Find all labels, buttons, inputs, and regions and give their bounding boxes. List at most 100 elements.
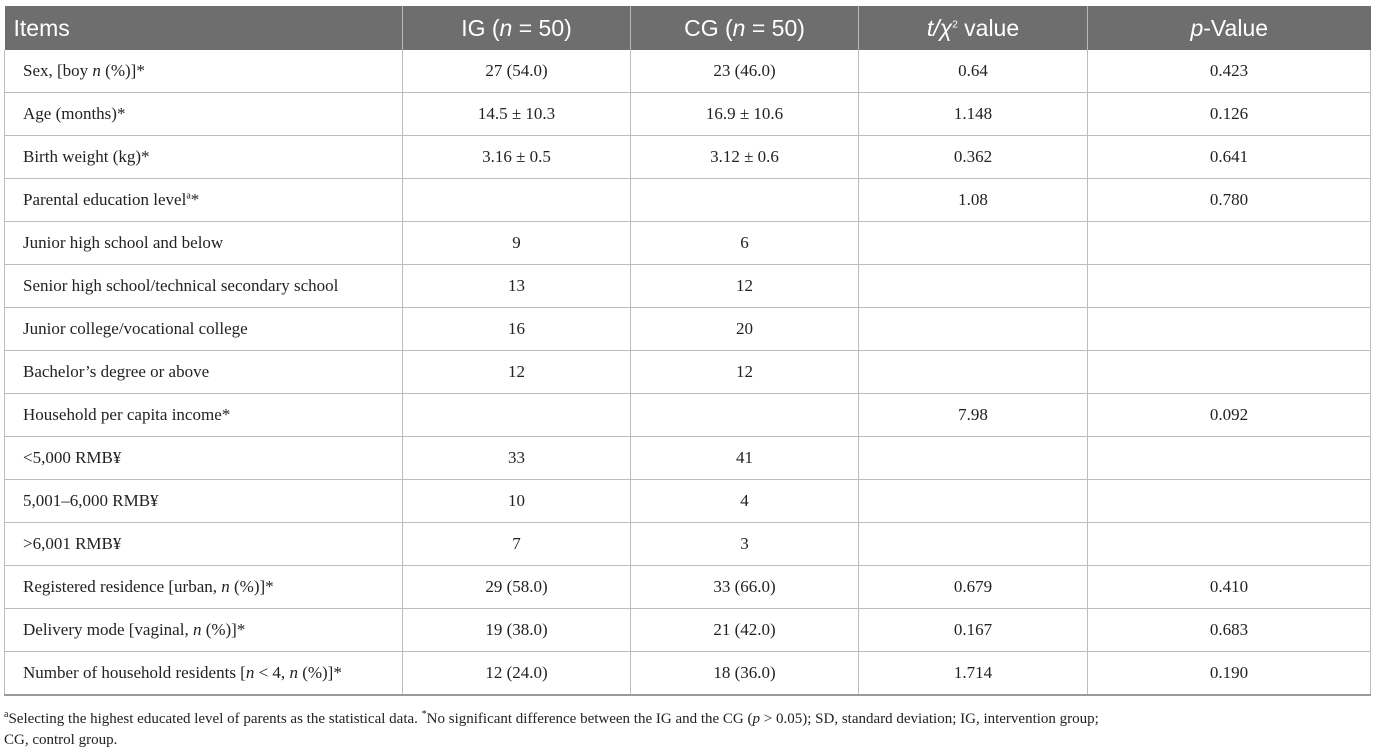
cg-value-cell: 12	[630, 264, 859, 308]
p-value-cell	[1087, 350, 1371, 394]
row-label: Age (months)*	[4, 92, 403, 136]
row-label: Number of household residents [n < 4, n …	[4, 651, 403, 696]
table-row: Age (months)* 14.5 ± 10.3 16.9 ± 10.6 1.148…	[4, 92, 1371, 136]
test-statistic-cell: 0.167	[858, 608, 1088, 652]
table-row: Junior high school and below 9 6	[4, 221, 1371, 265]
p-value-cell: 0.641	[1087, 135, 1371, 179]
table-row: Number of household residents [n < 4, n …	[4, 651, 1371, 696]
ig-value-cell: 3.16 ± 0.5	[402, 135, 631, 179]
test-statistic-cell	[858, 479, 1088, 523]
p-value-cell	[1087, 307, 1371, 351]
row-label: Delivery mode [vaginal, n (%)]*	[4, 608, 403, 652]
cg-value-cell: 20	[630, 307, 859, 351]
row-label: Birth weight (kg)*	[4, 135, 403, 179]
cg-value-cell: 6	[630, 221, 859, 265]
row-label: Sex, [boy n (%)]*	[4, 50, 403, 93]
table-footnote: aSelecting the highest educated level of…	[4, 704, 1370, 751]
p-value-cell: 0.683	[1087, 608, 1371, 652]
test-statistic-cell: 1.08	[858, 178, 1088, 222]
p-value-cell: 0.423	[1087, 50, 1371, 93]
ig-value-cell: 27 (54.0)	[402, 50, 631, 93]
ig-value-cell: 13	[402, 264, 631, 308]
p-value-cell: 0.780	[1087, 178, 1371, 222]
header-test-statistic: t/χ2 value	[858, 6, 1088, 50]
test-statistic-cell	[858, 264, 1088, 308]
p-value-cell: 0.190	[1087, 651, 1371, 696]
ig-value-cell: 10	[402, 479, 631, 523]
table-row: Sex, [boy n (%)]* 27 (54.0) 23 (46.0) 0.64 0…	[4, 50, 1371, 93]
row-label: Registered residence [urban, n (%)]*	[4, 565, 403, 609]
ig-value-cell: 16	[402, 307, 631, 351]
header-items: Items	[4, 6, 403, 50]
cg-value-cell	[630, 178, 859, 222]
row-label: <5,000 RMB¥	[4, 436, 403, 480]
test-statistic-cell: 0.64	[858, 50, 1088, 93]
row-label: Junior college/vocational college	[4, 307, 403, 351]
ig-value-cell: 7	[402, 522, 631, 566]
row-label: Parental education levela*	[4, 178, 403, 222]
test-statistic-cell: 0.362	[858, 135, 1088, 179]
header-p-value: p-Value	[1087, 6, 1371, 50]
p-value-cell	[1087, 522, 1371, 566]
header-cg: CG (n = 50)	[630, 6, 859, 50]
row-label: >6,001 RMB¥	[4, 522, 403, 566]
table-row: Parental education levela* 1.08 0.780	[4, 178, 1371, 222]
table-row: >6,001 RMB¥ 7 3	[4, 522, 1371, 566]
row-label: Household per capita income*	[4, 393, 403, 437]
test-statistic-cell	[858, 350, 1088, 394]
cg-value-cell: 33 (66.0)	[630, 565, 859, 609]
p-value-cell: 0.126	[1087, 92, 1371, 136]
ig-value-cell: 12 (24.0)	[402, 651, 631, 696]
row-label: Junior high school and below	[4, 221, 403, 265]
p-value-cell: 0.092	[1087, 393, 1371, 437]
p-value-cell	[1087, 221, 1371, 265]
test-statistic-cell	[858, 522, 1088, 566]
test-statistic-cell	[858, 436, 1088, 480]
table-row: Household per capita income* 7.98 0.092	[4, 393, 1371, 437]
row-label: Senior high school/technical secondary s…	[4, 264, 403, 308]
p-value-cell: 0.410	[1087, 565, 1371, 609]
table-row: <5,000 RMB¥ 33 41	[4, 436, 1371, 480]
cg-value-cell: 41	[630, 436, 859, 480]
cg-value-cell: 3	[630, 522, 859, 566]
ig-value-cell	[402, 393, 631, 437]
cg-value-cell	[630, 393, 859, 437]
ig-value-cell: 29 (58.0)	[402, 565, 631, 609]
cg-value-cell: 23 (46.0)	[630, 50, 859, 93]
table-row: Delivery mode [vaginal, n (%)]* 19 (38.0)…	[4, 608, 1371, 652]
ig-value-cell: 9	[402, 221, 631, 265]
table-header-row: Items IG (n = 50) CG (n = 50) t/χ2 value…	[4, 6, 1371, 50]
ig-value-cell: 14.5 ± 10.3	[402, 92, 631, 136]
test-statistic-cell	[858, 307, 1088, 351]
cg-value-cell: 16.9 ± 10.6	[630, 92, 859, 136]
p-value-cell	[1087, 264, 1371, 308]
table-row: Birth weight (kg)* 3.16 ± 0.5 3.12 ± 0.6 0.…	[4, 135, 1371, 179]
row-label: 5,001–6,000 RMB¥	[4, 479, 403, 523]
baseline-characteristics-table: Items IG (n = 50) CG (n = 50) t/χ2 value…	[4, 6, 1371, 696]
footnote-line: aSelecting the highest educated level of…	[4, 709, 1099, 727]
row-label: Bachelor’s degree or above	[4, 350, 403, 394]
test-statistic-cell: 7.98	[858, 393, 1088, 437]
cg-value-cell: 21 (42.0)	[630, 608, 859, 652]
test-statistic-cell: 1.714	[858, 651, 1088, 696]
table-row: Bachelor’s degree or above 12 12	[4, 350, 1371, 394]
ig-value-cell: 19 (38.0)	[402, 608, 631, 652]
cg-value-cell: 3.12 ± 0.6	[630, 135, 859, 179]
footnote-line-2: CG, control group.	[4, 732, 118, 748]
ig-value-cell	[402, 178, 631, 222]
p-value-cell	[1087, 479, 1371, 523]
cg-value-cell: 18 (36.0)	[630, 651, 859, 696]
cg-value-cell: 12	[630, 350, 859, 394]
p-value-cell	[1087, 436, 1371, 480]
test-statistic-cell	[858, 221, 1088, 265]
header-ig: IG (n = 50)	[402, 6, 631, 50]
ig-value-cell: 12	[402, 350, 631, 394]
test-statistic-cell: 1.148	[858, 92, 1088, 136]
table-row: Junior college/vocational college 16 20	[4, 307, 1371, 351]
test-statistic-cell: 0.679	[858, 565, 1088, 609]
ig-value-cell: 33	[402, 436, 631, 480]
table-row: Registered residence [urban, n (%)]* 29 (…	[4, 565, 1371, 609]
table-row: Senior high school/technical secondary s…	[4, 264, 1371, 308]
table-row: 5,001–6,000 RMB¥ 10 4	[4, 479, 1371, 523]
cg-value-cell: 4	[630, 479, 859, 523]
